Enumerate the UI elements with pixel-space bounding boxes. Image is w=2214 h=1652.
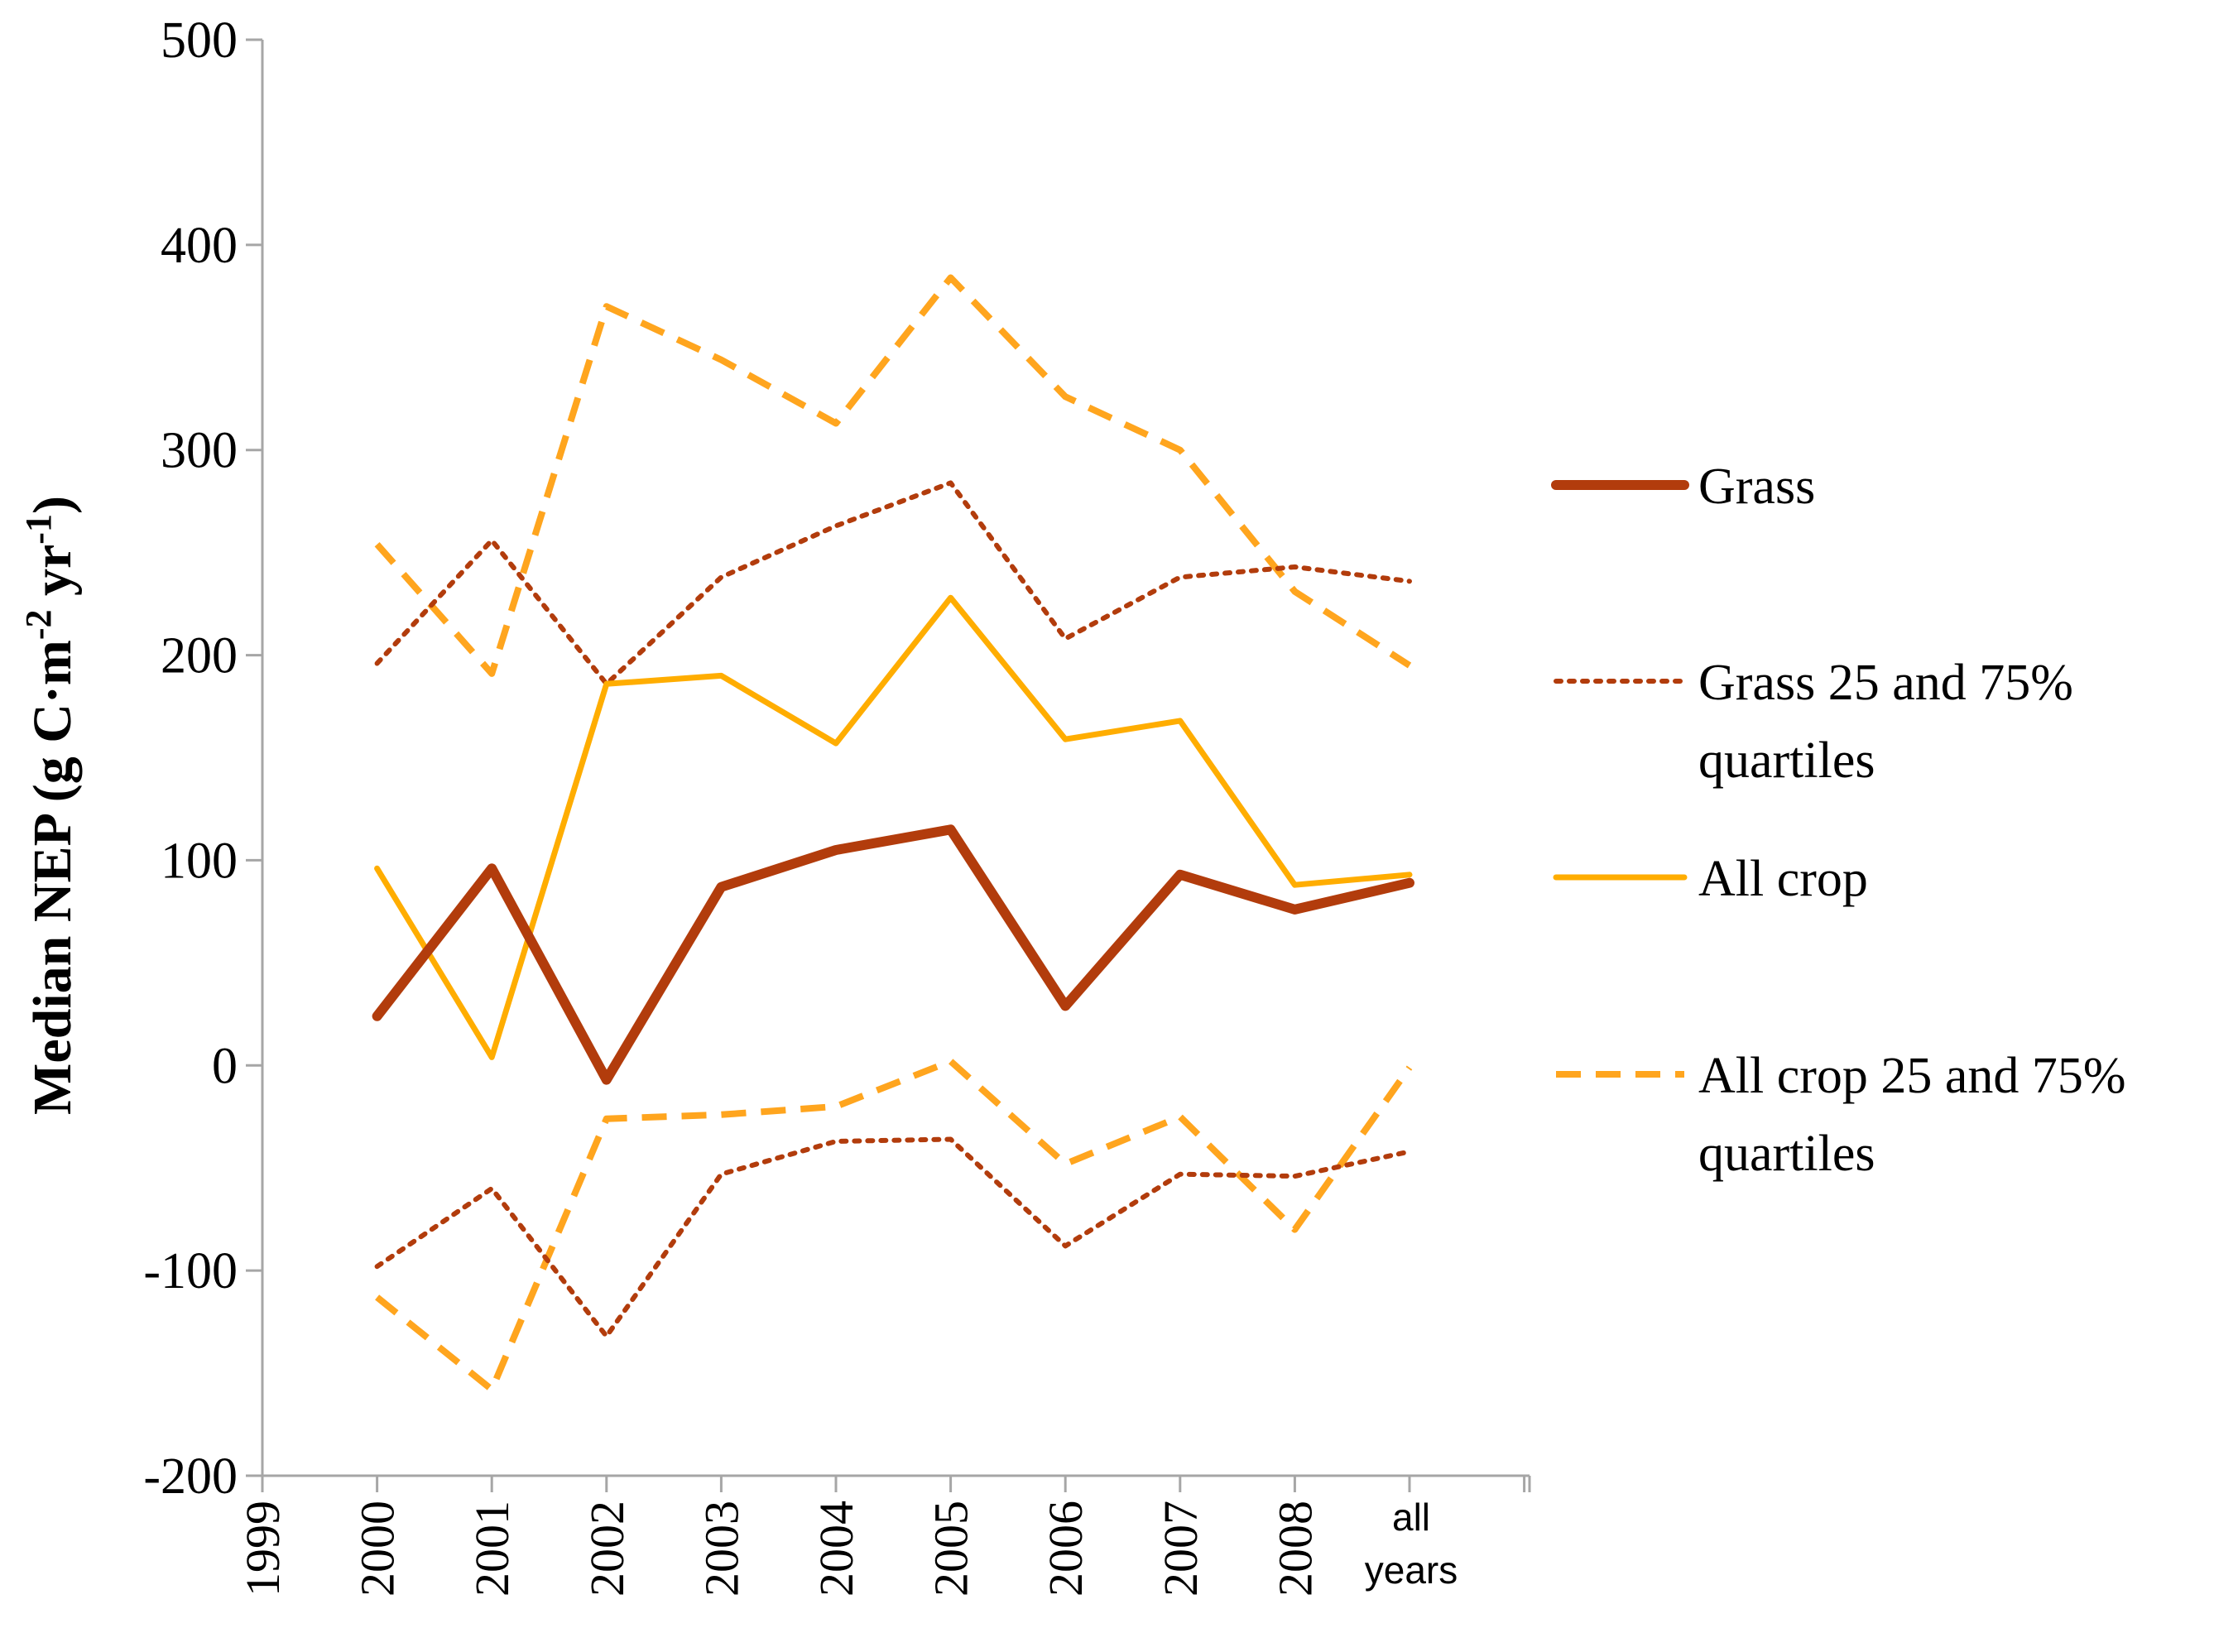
x-tick-label: 1999 [236, 1501, 290, 1597]
y-tick-label: 200 [161, 628, 238, 684]
series-line-grass [372, 824, 1414, 1085]
series-line-grass-25 [374, 1136, 1412, 1339]
legend-label: Grass [1698, 459, 1815, 515]
series-layer [372, 274, 1414, 1393]
x-tick-label: 2008 [1268, 1501, 1322, 1597]
legend-label: quartiles [1698, 732, 1875, 789]
legend-label: quartiles [1698, 1126, 1875, 1182]
x-tick-label: 2002 [580, 1501, 634, 1597]
x-tick-label: 2005 [925, 1501, 978, 1597]
x-tick-label: years [1365, 1549, 1458, 1592]
series-line-grass-75 [374, 480, 1412, 687]
legend-label: Grass 25 and 75% [1698, 655, 2073, 711]
y-axis-label: Median NEP (g C·m-2 yr-1) [18, 496, 83, 1115]
series-line-all-crop-75 [374, 274, 1412, 677]
y-tick-label: -100 [143, 1243, 238, 1299]
legend: Grass Grass 25 and 75% quartiles All crop Al… [1551, 459, 2126, 1182]
y-tick-label: 300 [161, 423, 238, 479]
legend-label: All crop [1698, 851, 1868, 907]
x-tick-label: 2006 [1039, 1501, 1093, 1597]
y-tick-label: 500 [161, 12, 238, 69]
x-tick-label: 2003 [694, 1501, 748, 1597]
series-line-all-crop-25 [375, 1058, 1413, 1393]
x-tick-label: all [1392, 1496, 1430, 1539]
x-tick-label: 2007 [1154, 1501, 1208, 1597]
axes: -200 -100 0 100 200 300 400 500 1999 2000 2001 2002… [143, 12, 1531, 1597]
y-tick-label: 0 [212, 1038, 238, 1094]
x-tick-label: 2004 [809, 1501, 863, 1597]
y-tick-label: 100 [161, 833, 238, 889]
y-tick-label: 400 [161, 218, 238, 274]
x-tick-label: 2000 [351, 1501, 405, 1597]
y-tick-label: -200 [143, 1448, 238, 1505]
x-tick-label: 2001 [465, 1501, 519, 1597]
legend-label: All crop 25 and 75% [1698, 1048, 2126, 1104]
series-line-all-crop [374, 594, 1413, 1060]
